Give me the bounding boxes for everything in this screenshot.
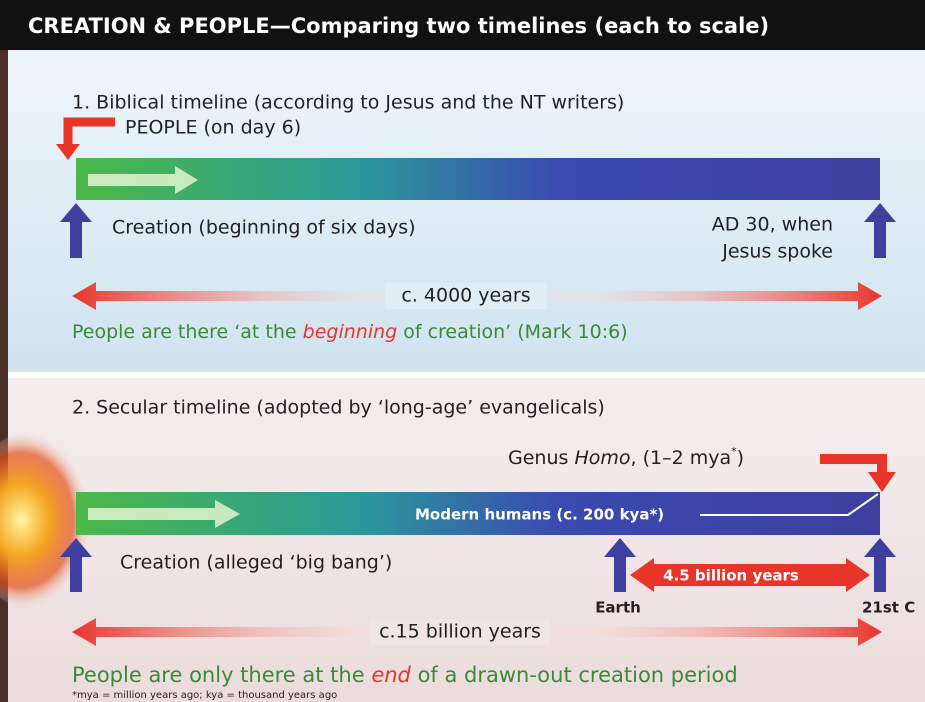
label: Creation (beginning of six days): [112, 217, 416, 239]
footnote: *mya = million years ago; kya = thousand…: [72, 690, 337, 701]
caption-part: People are only there at the: [72, 663, 371, 687]
caption: People are only there at the end of a dr…: [72, 663, 738, 687]
edge: [0, 50, 8, 702]
label-part: ): [737, 447, 744, 469]
caption-part: of creation’ (Mark 10:6): [397, 321, 627, 343]
page: CREATION & PEOPLE—Comparing two timeline…: [0, 0, 925, 702]
heading: 1. Biblical timeline (according to Jesus…: [72, 92, 624, 114]
label: PEOPLE (on day 6): [125, 117, 301, 139]
label: Genus Homo, (1–2 mya*): [508, 445, 744, 469]
heading: 2. Secular timeline (adopted by ‘long-ag…: [72, 397, 605, 419]
timeline-bar: [76, 158, 880, 200]
label-part: Genus: [508, 447, 574, 469]
label: Earth: [595, 599, 641, 617]
label: Creation (alleged ‘big bang’): [120, 552, 392, 574]
caption-emphasis: end: [371, 663, 411, 687]
infographic: CREATION & PEOPLE—Comparing two timeline…: [0, 0, 925, 702]
caption: People are there ‘at the beginning of cr…: [72, 321, 628, 343]
title: CREATION & PEOPLE—Comparing two timeline…: [28, 14, 769, 38]
label-part: Homo: [574, 447, 630, 469]
label: Modern humans (c. 200 kya*): [415, 506, 664, 524]
caption-part: People are there ‘at the: [72, 321, 303, 343]
label-part: , (1–2 mya: [630, 447, 731, 469]
label: 4.5 billion years: [663, 567, 799, 585]
panel-2: [8, 378, 925, 702]
label: 21st C: [862, 599, 915, 617]
label: AD 30, when: [712, 214, 833, 236]
caption-part: of a drawn-out creation period: [411, 663, 738, 687]
caption-emphasis: beginning: [303, 321, 398, 343]
label: Jesus spoke: [721, 241, 833, 263]
label: c.15 billion years: [379, 621, 541, 643]
label: c. 4000 years: [401, 285, 530, 307]
